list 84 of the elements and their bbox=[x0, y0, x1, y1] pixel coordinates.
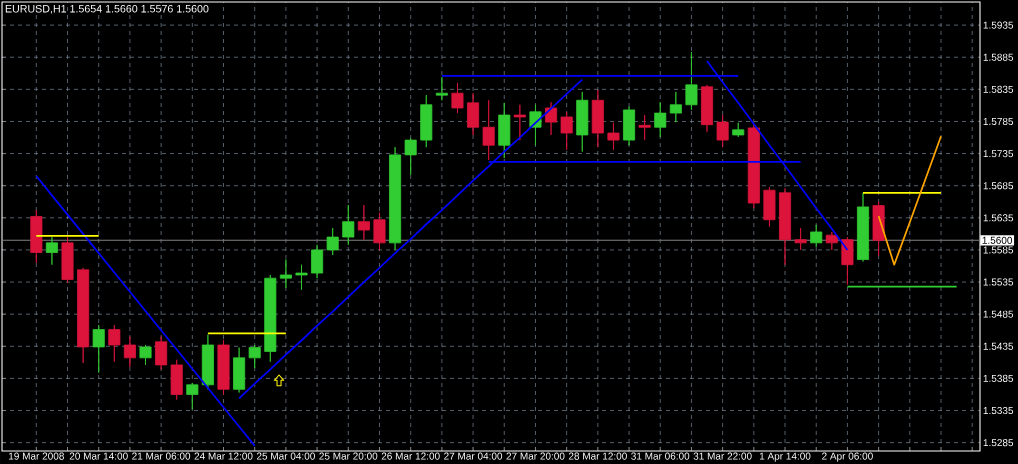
candlestick bbox=[279, 259, 292, 289]
candlestick bbox=[763, 186, 776, 228]
x-tick-label: 27 Mar 04:00 bbox=[444, 452, 503, 460]
candlestick bbox=[607, 122, 620, 151]
candlestick bbox=[560, 111, 573, 151]
candlestick bbox=[872, 201, 885, 257]
candlestick bbox=[513, 104, 526, 141]
candlestick bbox=[545, 101, 558, 136]
x-tick-label: 20 Mar 14:00 bbox=[69, 452, 128, 460]
x-tick-label: 25 Mar 20:00 bbox=[319, 452, 378, 460]
candlestick bbox=[357, 204, 370, 241]
y-tick-label: 1.5635 bbox=[983, 214, 1014, 222]
y-tick-label: 1.5485 bbox=[983, 310, 1014, 318]
candlestick bbox=[373, 212, 386, 251]
x-tick-label: 21 Mar 06:00 bbox=[132, 452, 191, 460]
candlestick bbox=[810, 224, 823, 248]
candlestick bbox=[716, 114, 729, 148]
candlestick bbox=[326, 227, 339, 256]
y-tick-label: 1.5335 bbox=[983, 406, 1014, 415]
y-tick-label: 1.5585 bbox=[983, 246, 1014, 254]
candlestick bbox=[170, 359, 183, 400]
candlestick bbox=[576, 91, 589, 153]
candlestick bbox=[139, 344, 152, 366]
candlestick bbox=[30, 209, 43, 264]
candlestick bbox=[420, 94, 433, 148]
candlestick bbox=[123, 336, 136, 368]
ref-line-label: 1.5600 bbox=[982, 236, 1013, 244]
candlestick bbox=[732, 122, 745, 138]
candlestick bbox=[108, 324, 121, 363]
candlestick bbox=[654, 101, 667, 138]
candlestick bbox=[841, 236, 854, 286]
y-tick-label: 1.5385 bbox=[983, 374, 1014, 382]
y-tick-label: 1.5685 bbox=[983, 182, 1014, 190]
x-tick-label: 31 Mar 06:00 bbox=[631, 452, 690, 460]
x-tick-label: 1 Apr 14:00 bbox=[759, 452, 811, 462]
y-tick-label: 1.5935 bbox=[983, 21, 1014, 29]
x-tick-label: 31 Mar 22:00 bbox=[693, 452, 752, 460]
candlestick bbox=[186, 382, 199, 410]
candlestick bbox=[217, 339, 230, 395]
y-tick-label: 1.5435 bbox=[983, 342, 1014, 350]
candlestick bbox=[451, 82, 464, 114]
x-tick-label: 27 Mar 20:00 bbox=[506, 452, 565, 460]
candlestick bbox=[825, 231, 838, 251]
candlestick bbox=[248, 344, 261, 369]
y-tick-label: 1.5785 bbox=[983, 117, 1014, 126]
candlestick bbox=[61, 236, 74, 284]
y-tick-label: 1.5285 bbox=[983, 439, 1014, 447]
x-tick-label: 26 Mar 12:00 bbox=[381, 452, 440, 460]
candlestick bbox=[685, 51, 698, 111]
candlestick bbox=[77, 267, 90, 364]
candlestick bbox=[233, 347, 246, 393]
chart-title: EURUSD,H1 1.5654 1.5660 1.5576 1.5600 bbox=[5, 4, 209, 14]
candlestick bbox=[467, 92, 480, 136]
candlestick bbox=[404, 137, 417, 176]
x-tick-label: 2 Apr 06:00 bbox=[822, 452, 873, 462]
candlestick bbox=[389, 146, 402, 251]
candlestick bbox=[591, 89, 604, 148]
candlestick bbox=[623, 106, 636, 146]
candlestick bbox=[201, 334, 214, 390]
x-tick-label: 19 Mar 2008 bbox=[9, 452, 64, 460]
candlestick bbox=[747, 124, 760, 209]
x-tick-label: 25 Mar 04:00 bbox=[256, 452, 315, 460]
candlestick bbox=[45, 236, 58, 266]
candlestick bbox=[794, 227, 807, 251]
candlestick bbox=[311, 244, 324, 279]
y-tick-label: 1.5735 bbox=[983, 150, 1014, 158]
x-tick-label: 24 Mar 12:00 bbox=[194, 452, 253, 460]
candlestick bbox=[435, 76, 448, 101]
candlestick bbox=[342, 204, 355, 246]
y-tick-label: 1.5835 bbox=[983, 85, 1014, 93]
candlestick bbox=[295, 264, 308, 291]
candlestick bbox=[669, 91, 682, 123]
candlestick bbox=[264, 274, 277, 363]
candlestick bbox=[155, 336, 168, 370]
y-tick-label: 1.5885 bbox=[983, 53, 1014, 61]
candlestick bbox=[857, 192, 870, 262]
x-tick-label: 28 Mar 12:00 bbox=[568, 452, 627, 460]
candlestick bbox=[638, 114, 651, 141]
candlestick bbox=[779, 187, 792, 266]
candlestick bbox=[498, 102, 511, 159]
y-tick-label: 1.5535 bbox=[983, 278, 1014, 286]
candlestick bbox=[701, 84, 714, 133]
candlestick bbox=[482, 99, 495, 161]
candlestick bbox=[92, 324, 105, 374]
